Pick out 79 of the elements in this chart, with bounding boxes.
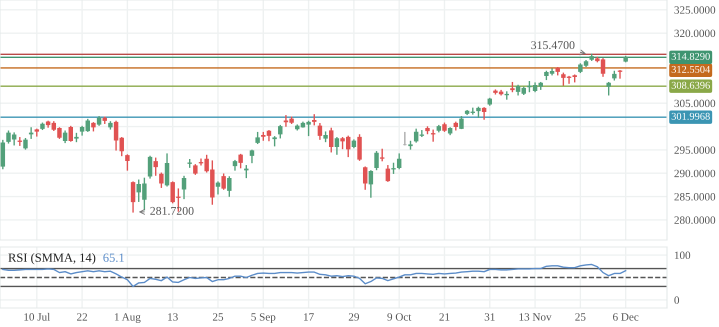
candlestick [153, 158, 158, 176]
y-tick-label: 100 [674, 252, 690, 260]
candlestick [250, 150, 254, 164]
x-tick-label: 13 Nov [520, 313, 552, 321]
ref-line-label: 312.5504 [672, 66, 710, 73]
candlestick [227, 176, 232, 197]
chart-title: RSI (SMMA, 14) [8, 253, 96, 264]
candlestick [510, 82, 515, 92]
candlestick [504, 91, 509, 100]
candlestick [238, 154, 243, 168]
y-tick-label: 305.0000 [674, 100, 716, 108]
x-tick-label: 13 [168, 313, 178, 321]
y-tick-label: 295.0000 [674, 146, 716, 154]
candlestick [182, 176, 186, 200]
candlestick [272, 136, 277, 146]
ref-line-label: 314.8290 [672, 52, 710, 60]
candlestick [221, 173, 226, 190]
candlestick [476, 106, 481, 118]
x-tick-label: 5 Sep [251, 313, 276, 323]
candlestick [334, 137, 340, 155]
candlestick [74, 132, 79, 142]
ref-line-label: 301.9968 [672, 112, 710, 120]
x-tick-label: 9 Oct [387, 313, 412, 321]
x-tick-label: 25 [212, 313, 224, 321]
candlestick [323, 131, 328, 142]
candlestick [430, 130, 436, 142]
candlestick [459, 116, 464, 130]
candlestick [482, 107, 486, 120]
candlestick [606, 82, 611, 96]
y-tick-label: 285.0000 [674, 193, 716, 201]
x-tick-label: 25 [575, 313, 586, 321]
annotation: 281.7200 [150, 206, 194, 215]
candlestick [396, 153, 402, 170]
y-tick-label: 0 [674, 296, 680, 304]
candlestick [380, 148, 384, 162]
ref-line-label: 308.6396 [672, 82, 710, 89]
candlestick [187, 158, 192, 168]
y-tick-label: 320.0000 [674, 30, 716, 38]
candlestick [159, 172, 164, 188]
candlestick [28, 127, 34, 139]
candlestick [391, 162, 396, 174]
x-tick-label: 22 [77, 313, 88, 321]
candlestick [23, 138, 28, 150]
x-tick-label: 31 [484, 313, 495, 321]
candlestick [0, 140, 6, 170]
candlestick [130, 181, 136, 213]
x-tick-label: 1 Aug [114, 313, 141, 323]
line-series [2, 264, 626, 288]
x-tick-label: 21 [439, 313, 450, 321]
candlestick [62, 130, 68, 144]
candlestick [164, 153, 170, 187]
x-tick-label: 10 Jul [24, 312, 50, 321]
candlestick [18, 137, 22, 146]
y-tick-label: 280.0000 [674, 216, 716, 224]
annotation: 65.1 [103, 253, 124, 262]
candlestick [216, 181, 220, 194]
candlestick [368, 170, 374, 198]
candlestick [34, 128, 40, 137]
candlestick [374, 151, 379, 170]
y-tick-label: 325.0000 [674, 6, 716, 14]
candlestick [125, 154, 130, 171]
annotation: 315.4700 [531, 41, 575, 50]
candlestick [312, 114, 316, 126]
candlestick [68, 126, 74, 142]
candlestick [255, 132, 260, 144]
candlestick [318, 123, 322, 140]
candlestick [386, 165, 390, 182]
candlestick [244, 165, 249, 178]
candlestick [148, 156, 152, 179]
candlestick [357, 134, 362, 161]
candlestick [193, 164, 198, 175]
candlestick [232, 160, 238, 171]
x-tick-label: 17 [304, 313, 314, 321]
candlestick [329, 128, 334, 152]
y-tick-label: 290.0000 [674, 170, 716, 178]
x-tick-label: 29 [348, 313, 359, 321]
x-tick-label: 6 Dec [613, 313, 638, 321]
candlestick [278, 124, 283, 138]
candlestick [362, 166, 368, 190]
